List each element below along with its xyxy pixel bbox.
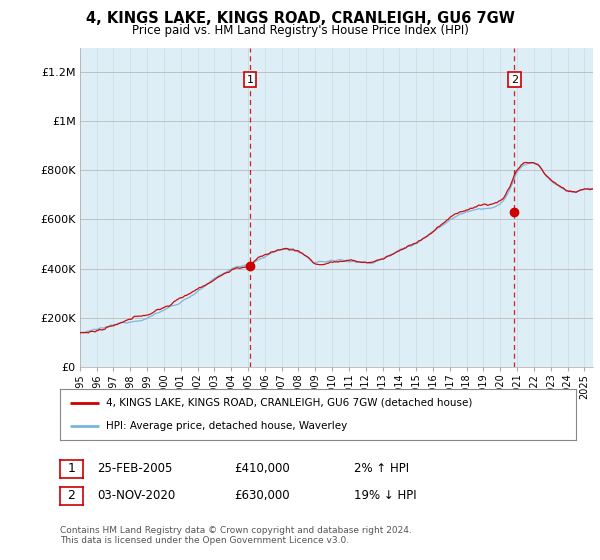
Text: This data is licensed under the Open Government Licence v3.0.: This data is licensed under the Open Gov…: [60, 536, 349, 545]
Text: £410,000: £410,000: [234, 462, 290, 475]
Text: 25-FEB-2005: 25-FEB-2005: [97, 462, 173, 475]
Text: £630,000: £630,000: [234, 489, 290, 502]
Text: 2% ↑ HPI: 2% ↑ HPI: [354, 462, 409, 475]
Text: Contains HM Land Registry data © Crown copyright and database right 2024.: Contains HM Land Registry data © Crown c…: [60, 526, 412, 535]
Text: 4, KINGS LAKE, KINGS ROAD, CRANLEIGH, GU6 7GW: 4, KINGS LAKE, KINGS ROAD, CRANLEIGH, GU…: [86, 11, 514, 26]
Text: 19% ↓ HPI: 19% ↓ HPI: [354, 489, 416, 502]
Text: Price paid vs. HM Land Registry's House Price Index (HPI): Price paid vs. HM Land Registry's House …: [131, 24, 469, 36]
Text: 1: 1: [247, 74, 254, 85]
Text: 1: 1: [67, 462, 76, 475]
Text: 2: 2: [511, 74, 518, 85]
Text: 2: 2: [67, 489, 76, 502]
Text: HPI: Average price, detached house, Waverley: HPI: Average price, detached house, Wave…: [106, 421, 347, 431]
Text: 03-NOV-2020: 03-NOV-2020: [97, 489, 175, 502]
Text: 4, KINGS LAKE, KINGS ROAD, CRANLEIGH, GU6 7GW (detached house): 4, KINGS LAKE, KINGS ROAD, CRANLEIGH, GU…: [106, 398, 473, 408]
